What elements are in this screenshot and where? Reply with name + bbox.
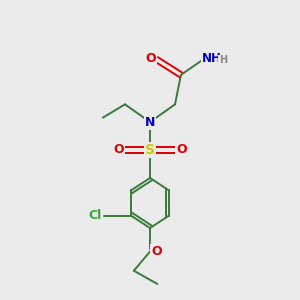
Text: N: N <box>145 116 155 128</box>
Text: S: S <box>145 143 155 157</box>
Text: O: O <box>113 143 124 157</box>
Text: O: O <box>176 143 187 157</box>
Text: O: O <box>145 52 156 64</box>
Text: NH: NH <box>202 52 222 64</box>
Text: Cl: Cl <box>88 209 101 222</box>
Text: H: H <box>219 56 227 65</box>
Text: O: O <box>151 245 162 258</box>
